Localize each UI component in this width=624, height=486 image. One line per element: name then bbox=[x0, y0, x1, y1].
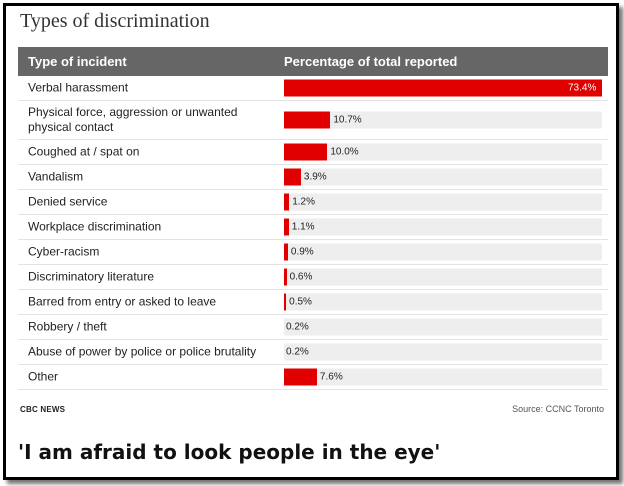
bar bbox=[284, 243, 288, 261]
bar-track: 0.5% bbox=[284, 293, 602, 311]
bar-track: 3.9% bbox=[284, 168, 602, 186]
chart-frame: Types of discrimination Type of incident… bbox=[3, 3, 619, 480]
table-row: Physical force, aggression or unwanted p… bbox=[18, 101, 608, 140]
bar bbox=[284, 168, 301, 186]
bar-value-label: 0.2% bbox=[286, 321, 309, 333]
bar-value-label: 1.1% bbox=[291, 221, 315, 233]
table-row: Verbal harassment 73.4% bbox=[18, 76, 608, 101]
bar-track: 73.4% bbox=[284, 79, 602, 97]
row-label: Workplace discrimination bbox=[28, 219, 162, 234]
row-label: Abuse of power by police or police bruta… bbox=[28, 344, 257, 359]
header-percentage: Percentage of total reported bbox=[284, 54, 458, 69]
bar-value-label: 0.9% bbox=[290, 246, 314, 258]
bar bbox=[284, 79, 602, 97]
row-label: Robbery / theft bbox=[28, 319, 107, 334]
row-label: Barred from entry or asked to leave bbox=[28, 294, 217, 309]
table-row: Barred from entry or asked to leave 0.5% bbox=[18, 290, 608, 315]
chart-rows: Verbal harassment 73.4% Physical force, ag… bbox=[18, 76, 608, 390]
bar-value-label: 3.9% bbox=[303, 171, 327, 183]
bar-track: 0.9% bbox=[284, 243, 602, 261]
bar bbox=[284, 218, 289, 236]
bar bbox=[284, 111, 331, 129]
row-label: Vandalism bbox=[28, 169, 84, 184]
table-row: Discriminatory literature 0.6% bbox=[18, 265, 608, 290]
bar-value-label: 10.0% bbox=[330, 146, 359, 158]
bar-value-label: 10.7% bbox=[333, 114, 362, 126]
bar-value-label: 0.2% bbox=[286, 346, 309, 358]
bar-track: 1.2% bbox=[284, 193, 602, 211]
row-label: Physical force, aggression or unwanted p… bbox=[28, 105, 238, 134]
bar-track: 10.7% bbox=[284, 111, 602, 129]
bar-track: 0.2% bbox=[284, 318, 602, 336]
bar bbox=[284, 368, 317, 386]
bar bbox=[284, 293, 287, 311]
bar-track: 10.0% bbox=[284, 143, 602, 161]
table-row: Robbery / theft 0.2% bbox=[18, 315, 608, 340]
row-label: Discriminatory literature bbox=[28, 269, 155, 284]
bar-track: 7.6% bbox=[284, 368, 602, 386]
source-note: Source: CCNC Toronto bbox=[512, 404, 604, 414]
bar-value-label: 0.6% bbox=[289, 271, 313, 283]
article-headline[interactable]: 'I am afraid to look people in the eye' bbox=[18, 440, 441, 464]
table-row: Workplace discrimination 1.1% bbox=[18, 215, 608, 240]
table-row: Vandalism 3.9% bbox=[18, 165, 608, 190]
table-row: Denied service 1.2% bbox=[18, 190, 608, 215]
bar bbox=[284, 193, 290, 211]
bar-track: 0.2% bbox=[284, 343, 602, 361]
table-row: Cyber-racism 0.9% bbox=[18, 240, 608, 265]
bar bbox=[284, 143, 328, 161]
table-row: Coughed at / spat on 10.0% bbox=[18, 140, 608, 165]
bar-value-label: 1.2% bbox=[292, 196, 315, 208]
brand-logo: CBC NEWS bbox=[20, 405, 66, 414]
row-label: Denied service bbox=[28, 194, 108, 209]
bar-track: 0.6% bbox=[284, 268, 602, 286]
table-row: Other 7.6% bbox=[18, 365, 608, 390]
row-label: Verbal harassment bbox=[28, 80, 129, 95]
row-label: Coughed at / spat on bbox=[28, 144, 140, 159]
header-type-of-incident: Type of incident bbox=[28, 54, 127, 69]
bar-value-label: 0.5% bbox=[289, 296, 312, 308]
table-row: Abuse of power by police or police bruta… bbox=[18, 340, 608, 365]
chart-title: Types of discrimination bbox=[20, 10, 210, 32]
row-label: Other bbox=[28, 369, 59, 384]
table-header: Type of incident Percentage of total rep… bbox=[18, 47, 608, 76]
bar bbox=[284, 268, 287, 286]
row-label: Cyber-racism bbox=[28, 244, 100, 259]
bar-value-label: 73.4% bbox=[568, 82, 597, 94]
bar-value-label: 7.6% bbox=[319, 371, 343, 383]
bar-track: 1.1% bbox=[284, 218, 602, 236]
